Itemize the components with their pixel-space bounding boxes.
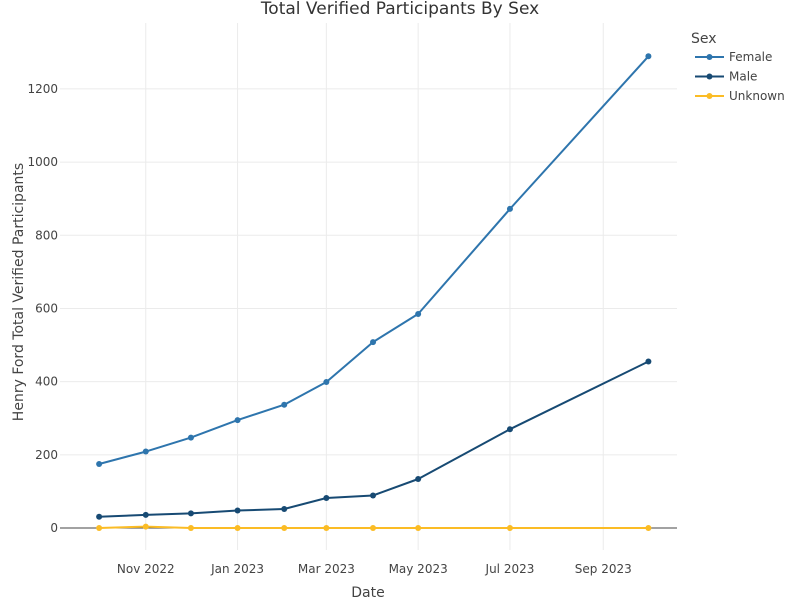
- data-point[interactable]: [142, 511, 149, 518]
- chart-title: Total Verified Participants By Sex: [260, 0, 539, 19]
- legend: Sex Female Male Unknown: [691, 31, 785, 103]
- data-point[interactable]: [370, 492, 377, 499]
- y-tick-label: 0: [50, 521, 58, 535]
- x-tick-label: Jan 2023: [210, 562, 264, 576]
- data-point[interactable]: [415, 310, 422, 317]
- data-point[interactable]: [281, 401, 288, 408]
- data-point[interactable]: [281, 506, 288, 513]
- series-line: [98, 55, 650, 465]
- data-point[interactable]: [645, 525, 652, 532]
- grid: [60, 23, 677, 550]
- x-tick-label: May 2023: [389, 562, 448, 576]
- data-point[interactable]: [323, 379, 330, 386]
- x-tick-label: Jul 2023: [485, 562, 535, 576]
- series-layer: [96, 53, 652, 532]
- legend-items: Female Male Unknown: [695, 50, 785, 103]
- series-line: [99, 525, 649, 529]
- data-point[interactable]: [506, 525, 513, 532]
- tick-labels: Nov 2022 Jan 2023 Mar 2023 May 2023 Jul 2023…: [27, 82, 631, 576]
- series-unknown: [96, 523, 652, 532]
- y-axis-label: Henry Ford Total Verified Participants: [11, 163, 27, 421]
- series-female: [96, 53, 652, 467]
- legend-item-female[interactable]: Female: [695, 50, 772, 64]
- data-point[interactable]: [645, 53, 652, 60]
- y-tick-label: 200: [35, 448, 58, 462]
- data-point[interactable]: [187, 525, 194, 532]
- data-point[interactable]: [281, 525, 288, 532]
- y-tick-label: 800: [35, 228, 58, 242]
- data-point[interactable]: [142, 523, 149, 530]
- legend-swatch-marker: [706, 73, 713, 80]
- data-point[interactable]: [415, 525, 422, 532]
- y-tick-label: 1000: [27, 155, 58, 169]
- legend-title: Sex: [691, 31, 717, 47]
- data-point[interactable]: [323, 525, 330, 532]
- x-tick-label: Sep 2023: [575, 562, 632, 576]
- data-point[interactable]: [234, 525, 241, 532]
- y-tick-label: 1200: [27, 82, 58, 96]
- legend-item-male[interactable]: Male: [695, 70, 757, 84]
- legend-label: Male: [729, 70, 757, 84]
- legend-swatch-marker: [706, 93, 713, 99]
- legend-label: Female: [729, 50, 772, 64]
- x-axis-label: Date: [351, 585, 384, 600]
- x-tick-label: Mar 2023: [298, 562, 355, 576]
- y-tick-label: 600: [35, 301, 58, 315]
- data-point[interactable]: [370, 525, 377, 532]
- series-male: [96, 358, 652, 520]
- data-point[interactable]: [187, 434, 194, 441]
- data-point[interactable]: [187, 510, 194, 517]
- legend-label: Unknown: [729, 89, 785, 103]
- data-point[interactable]: [234, 417, 241, 424]
- data-point[interactable]: [506, 205, 513, 212]
- data-point[interactable]: [142, 448, 149, 455]
- data-point[interactable]: [506, 426, 513, 433]
- data-point[interactable]: [234, 507, 241, 514]
- data-point[interactable]: [96, 460, 103, 467]
- series-line: [99, 360, 649, 518]
- legend-swatch-marker: [706, 54, 713, 60]
- data-point[interactable]: [370, 339, 377, 346]
- data-point[interactable]: [96, 513, 103, 520]
- data-point[interactable]: [96, 525, 103, 532]
- data-point[interactable]: [645, 358, 652, 365]
- data-point[interactable]: [323, 495, 330, 502]
- legend-item-unknown[interactable]: Unknown: [695, 89, 785, 103]
- y-tick-label: 400: [35, 375, 58, 389]
- data-point[interactable]: [415, 476, 422, 483]
- x-tick-label: Nov 2022: [117, 562, 175, 576]
